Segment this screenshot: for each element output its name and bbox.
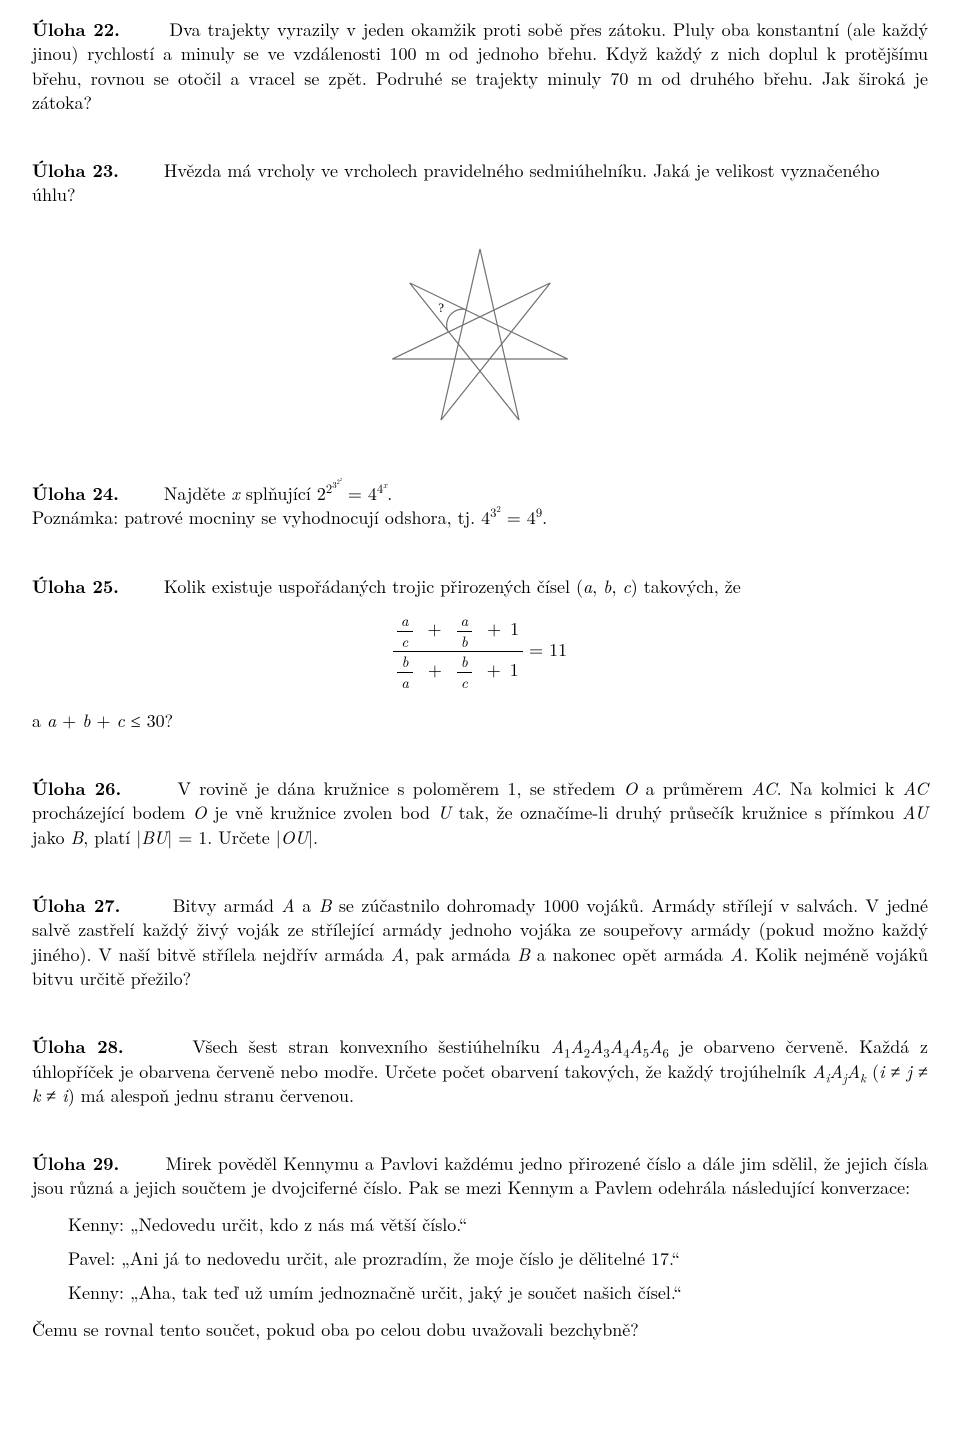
question: a a + b + c ≤ 30? xyxy=(32,708,173,733)
problem-24: Úloha 24. Najděte x splňující 22322 = 44… xyxy=(32,480,928,531)
problem-title: Úloha 27. xyxy=(32,893,120,918)
problem-22: Úloha 22. Dva trajekty vyrazily v jeden … xyxy=(32,18,928,115)
dialog-line: Pavel: „Ani já to nedovedu určit, ale pr… xyxy=(68,1247,928,1271)
svg-text:?: ? xyxy=(438,300,444,315)
problem-title: Úloha 26. xyxy=(32,776,121,801)
problem-title: Úloha 29. xyxy=(32,1151,119,1176)
power-expr: 22322 = 44x xyxy=(317,481,387,506)
final: Čemu se rovnal tento součet, pokud oba p… xyxy=(32,1317,639,1342)
problem-text-before: Hvězda má vrcholy ve vrcholech pravideln… xyxy=(164,158,880,183)
intro: Mirek pověděl Kennymu a Pavlovi každému … xyxy=(32,1151,928,1200)
problem-29: Úloha 29. Mirek pověděl Kennymu a Pavlov… xyxy=(32,1152,928,1342)
lead: Kolik existuje uspořádaných trojic přiro… xyxy=(164,574,576,599)
problem-26: Úloha 26. V rovině je dána kružnice s po… xyxy=(32,777,928,850)
dialog-line: Kenny: „Aha, tak teď už umím jednoznačně… xyxy=(68,1281,928,1305)
tuple: (a, b, c) xyxy=(576,574,638,599)
tail: takových, že xyxy=(638,574,741,599)
problem-text: Bitvy armád A a B se zúčastnilo dohromad… xyxy=(32,893,928,991)
var: x xyxy=(231,481,239,506)
problem-text: Všech šest stran konvexního šestiúhelník… xyxy=(32,1034,928,1108)
problem-title: Úloha 25. xyxy=(32,574,119,599)
heptagram-svg: ? xyxy=(370,226,590,436)
problem-25: Úloha 25. Kolik existuje uspořádaných tr… xyxy=(32,575,928,734)
note-expr: 432 = 49 xyxy=(481,505,542,530)
mid: splňující xyxy=(240,481,317,506)
problem-title: Úloha 28. xyxy=(32,1034,124,1059)
problem-title: Úloha 22. xyxy=(32,17,120,42)
problem-title: Úloha 23. xyxy=(32,158,119,183)
note: Poznámka: patrové mocniny se vyhodnocují… xyxy=(32,505,481,530)
problem-text-after: úhlu? xyxy=(32,182,76,207)
problem-title: Úloha 24. xyxy=(32,481,119,506)
star-figure: ? xyxy=(32,226,928,436)
rhs: = 11 xyxy=(529,637,567,662)
problem-23: Úloha 23. Hvězda má vrcholy ve vrcholech… xyxy=(32,159,928,436)
dialog: Kenny: „Nedovedu určit, kdo z nás má vět… xyxy=(68,1213,928,1306)
equation: ac + ab + 1 ba + bc + 1 = 11 xyxy=(32,613,928,691)
problem-text: Dva trajekty vyrazily v jeden okamžik pr… xyxy=(32,17,928,115)
problem-28: Úloha 28. Všech šest stran konvexního še… xyxy=(32,1035,928,1108)
lead: Najděte xyxy=(164,481,232,506)
problem-27: Úloha 27. Bitvy armád A a B se zúčastnil… xyxy=(32,894,928,991)
problem-text: V rovině je dána kružnice s poloměrem 1,… xyxy=(32,776,928,850)
dialog-line: Kenny: „Nedovedu určit, kdo z nás má vět… xyxy=(68,1213,928,1237)
